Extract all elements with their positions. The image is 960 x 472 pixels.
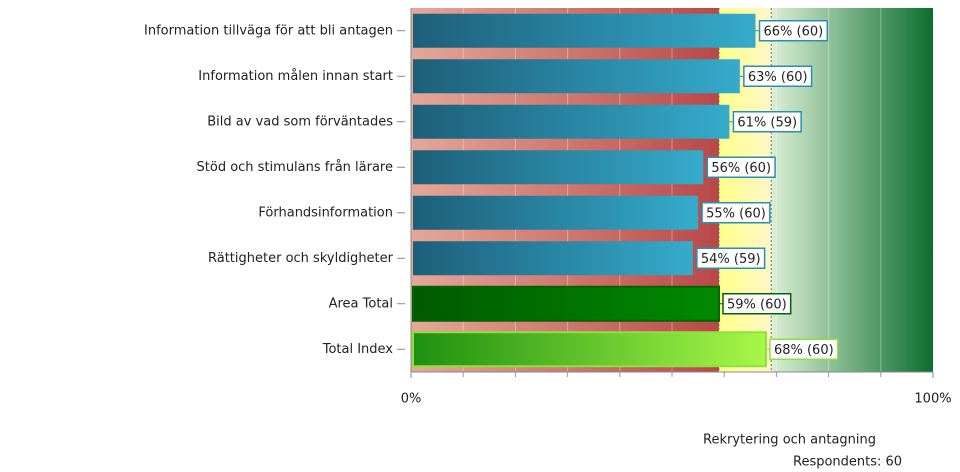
value-label: 54% (59)	[701, 252, 761, 267]
value-label: 68% (60)	[774, 343, 834, 358]
value-label-box	[769, 338, 839, 360]
x-tick-label: 100%	[914, 392, 951, 407]
value-label: 56% (60)	[711, 161, 771, 176]
value-label-box	[706, 156, 776, 178]
value-label: 63% (60)	[748, 70, 808, 85]
value-label: 61% (59)	[737, 115, 797, 130]
category-label: Stöd och stimulans från lärare	[197, 160, 393, 175]
bar	[413, 195, 699, 230]
value-label-box	[743, 65, 813, 87]
bar	[413, 150, 704, 185]
category-label: Bild av vad som förväntades	[207, 114, 393, 129]
value-label: 66% (60)	[764, 24, 824, 39]
category-label: Information tillväga för att bli antagen	[144, 23, 393, 38]
value-label-box	[758, 20, 828, 42]
bar	[412, 285, 720, 322]
value-label-box	[696, 247, 766, 269]
value-label-box	[701, 202, 771, 224]
category-label: Förhandsinformation	[258, 205, 393, 220]
bar	[413, 241, 693, 276]
value-label-box	[732, 111, 802, 133]
bar	[413, 104, 730, 139]
category-label: Area Total	[329, 296, 393, 311]
value-label-box	[722, 293, 792, 315]
footer-respondents: Respondents: 60	[793, 455, 902, 470]
category-label: Rättigheter och skyldigheter	[208, 251, 394, 266]
zone	[771, 8, 933, 372]
x-tick-label: 0%	[401, 392, 422, 407]
bar	[413, 13, 756, 48]
bar	[413, 59, 740, 94]
footer-title: Rekrytering och antagning	[703, 433, 876, 448]
category-label: Total Index	[322, 342, 394, 357]
bar	[412, 331, 767, 368]
value-label: 55% (60)	[706, 206, 766, 221]
category-label: Information målen innan start	[198, 69, 393, 84]
value-label: 59% (60)	[727, 297, 787, 312]
